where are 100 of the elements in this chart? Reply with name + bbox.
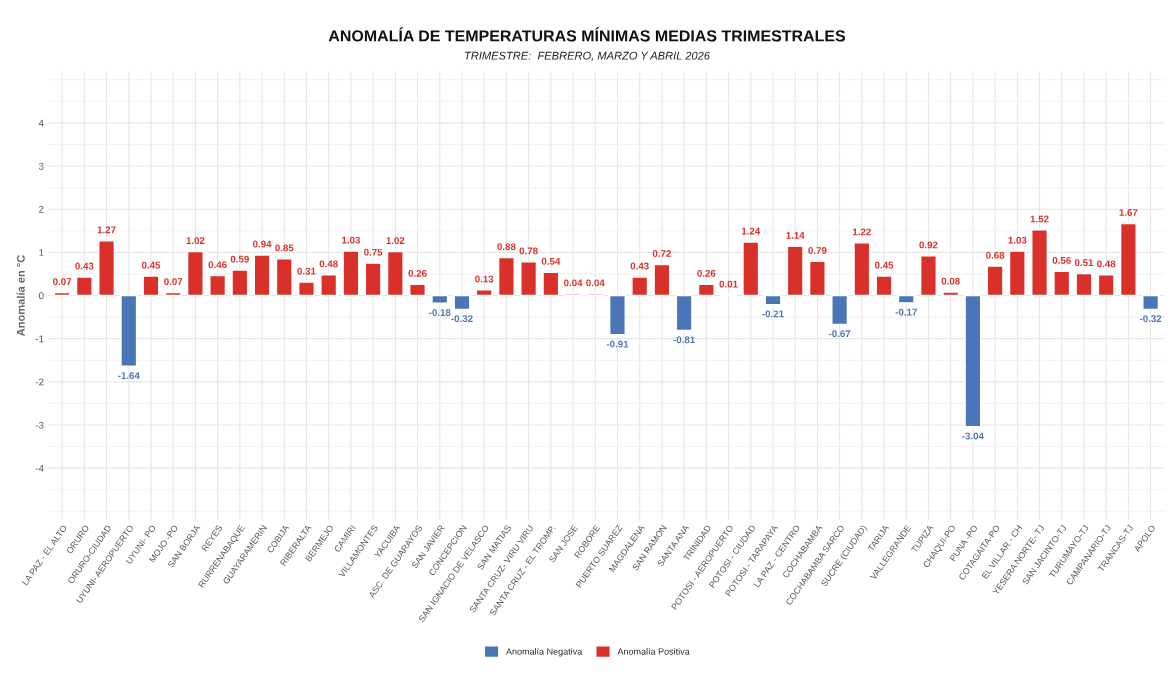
data-label: -0.17 bbox=[895, 308, 917, 316]
bar bbox=[142, 275, 160, 297]
data-label: 0.43 bbox=[630, 262, 649, 270]
bar bbox=[386, 250, 404, 297]
bar bbox=[1119, 222, 1137, 297]
data-label: 1.24 bbox=[741, 227, 761, 235]
chart-title: ANOMALÍA DE TEMPERATURAS MÍNIMAS MEDIAS TRIMESTRALES bbox=[328, 27, 846, 42]
chart-subtitle: TRIMESTRE: FEBRERO, MARZO Y ABRIL 2026 bbox=[465, 51, 710, 61]
bar bbox=[320, 274, 338, 297]
bar bbox=[853, 242, 871, 297]
bar bbox=[986, 265, 1004, 297]
bar bbox=[631, 276, 649, 297]
data-label: 0.72 bbox=[652, 250, 671, 257]
data-label: 1.22 bbox=[852, 228, 871, 236]
data-label: 0.56 bbox=[1052, 256, 1071, 264]
bar bbox=[164, 291, 182, 297]
data-label: 1.03 bbox=[1008, 236, 1027, 244]
data-label: 0.43 bbox=[75, 262, 94, 270]
y-tick-label: -4 bbox=[35, 464, 44, 472]
bar bbox=[342, 250, 360, 297]
data-label: -1.64 bbox=[118, 372, 140, 379]
data-label: 0.08 bbox=[941, 277, 960, 285]
bar bbox=[1097, 274, 1115, 297]
bar bbox=[409, 283, 427, 297]
data-label: -0.91 bbox=[606, 340, 629, 348]
data-label: -0.81 bbox=[673, 336, 695, 344]
y-tick-label: -3 bbox=[35, 421, 44, 429]
data-label: 0.31 bbox=[297, 267, 316, 275]
bar bbox=[1075, 272, 1093, 297]
bar bbox=[186, 250, 204, 297]
y-tick-label: 4 bbox=[38, 119, 44, 127]
bar bbox=[475, 289, 493, 297]
data-label: 1.67 bbox=[1119, 209, 1138, 216]
data-label: 1.02 bbox=[386, 237, 405, 245]
bar bbox=[1053, 270, 1071, 297]
data-label: -0.18 bbox=[429, 309, 451, 316]
data-label: 0.78 bbox=[519, 247, 538, 255]
bar bbox=[786, 245, 804, 297]
data-label: 1.52 bbox=[1030, 215, 1049, 223]
y-tick-label: -1 bbox=[35, 335, 44, 343]
data-label: 1.27 bbox=[97, 226, 116, 234]
bar bbox=[453, 294, 471, 311]
data-label: 0.68 bbox=[986, 251, 1005, 259]
bar bbox=[897, 294, 915, 304]
data-label: 0.01 bbox=[719, 280, 738, 288]
data-label: 0.79 bbox=[808, 247, 827, 254]
bar bbox=[431, 294, 449, 304]
data-label: 0.26 bbox=[697, 269, 716, 277]
bar bbox=[364, 262, 382, 297]
y-tick-label: 0 bbox=[38, 292, 44, 300]
bar bbox=[764, 294, 782, 306]
bar bbox=[875, 275, 893, 297]
bar bbox=[742, 241, 760, 297]
y-tick-label: 1 bbox=[39, 249, 44, 256]
data-label: 0.94 bbox=[252, 240, 272, 248]
bar bbox=[542, 271, 560, 297]
data-label: 0.48 bbox=[319, 260, 338, 268]
bar bbox=[53, 291, 71, 297]
y-tick-label: 3 bbox=[38, 162, 44, 170]
y-axis-title: Anomalía en °C bbox=[16, 255, 25, 337]
data-label: 1.03 bbox=[342, 236, 361, 244]
bar bbox=[675, 294, 693, 332]
bar bbox=[653, 263, 671, 297]
bar bbox=[920, 255, 937, 297]
bar bbox=[253, 254, 271, 297]
data-label: -0.32 bbox=[451, 315, 473, 323]
bar bbox=[1031, 229, 1049, 297]
data-label: 0.45 bbox=[141, 261, 161, 269]
bar bbox=[964, 294, 982, 428]
data-label: 0.88 bbox=[497, 243, 516, 251]
bar bbox=[231, 269, 249, 297]
data-label: 0.26 bbox=[408, 269, 427, 277]
data-label: -3.04 bbox=[962, 432, 984, 440]
data-label: 0.59 bbox=[230, 255, 249, 263]
data-label: 0.92 bbox=[919, 241, 938, 249]
legend-label: Anomalía Positiva bbox=[617, 647, 690, 655]
data-label: 0.04 bbox=[563, 279, 583, 287]
data-label: 0.46 bbox=[208, 261, 227, 269]
bar bbox=[942, 291, 960, 297]
bar bbox=[1142, 294, 1160, 311]
data-label: -0.21 bbox=[762, 310, 784, 318]
bar bbox=[808, 260, 826, 297]
legend-label: Anomalía Negativa bbox=[505, 647, 583, 657]
bar bbox=[275, 258, 293, 297]
bar bbox=[520, 261, 538, 297]
data-label: 0.75 bbox=[364, 248, 383, 256]
data-label: 1.14 bbox=[786, 232, 805, 239]
y-tick-label: -2 bbox=[35, 378, 44, 386]
data-label: 0.48 bbox=[1097, 260, 1116, 268]
data-label: 0.51 bbox=[1074, 259, 1094, 267]
data-label: 0.07 bbox=[53, 278, 72, 286]
bar bbox=[209, 274, 227, 297]
data-label: -0.67 bbox=[828, 330, 851, 338]
bar bbox=[298, 281, 315, 297]
data-label: 0.07 bbox=[164, 278, 183, 286]
bar bbox=[75, 276, 93, 297]
bar bbox=[497, 256, 515, 297]
bar bbox=[120, 294, 138, 367]
y-tick-label: 2 bbox=[39, 205, 44, 213]
data-label: -0.32 bbox=[1139, 315, 1162, 323]
